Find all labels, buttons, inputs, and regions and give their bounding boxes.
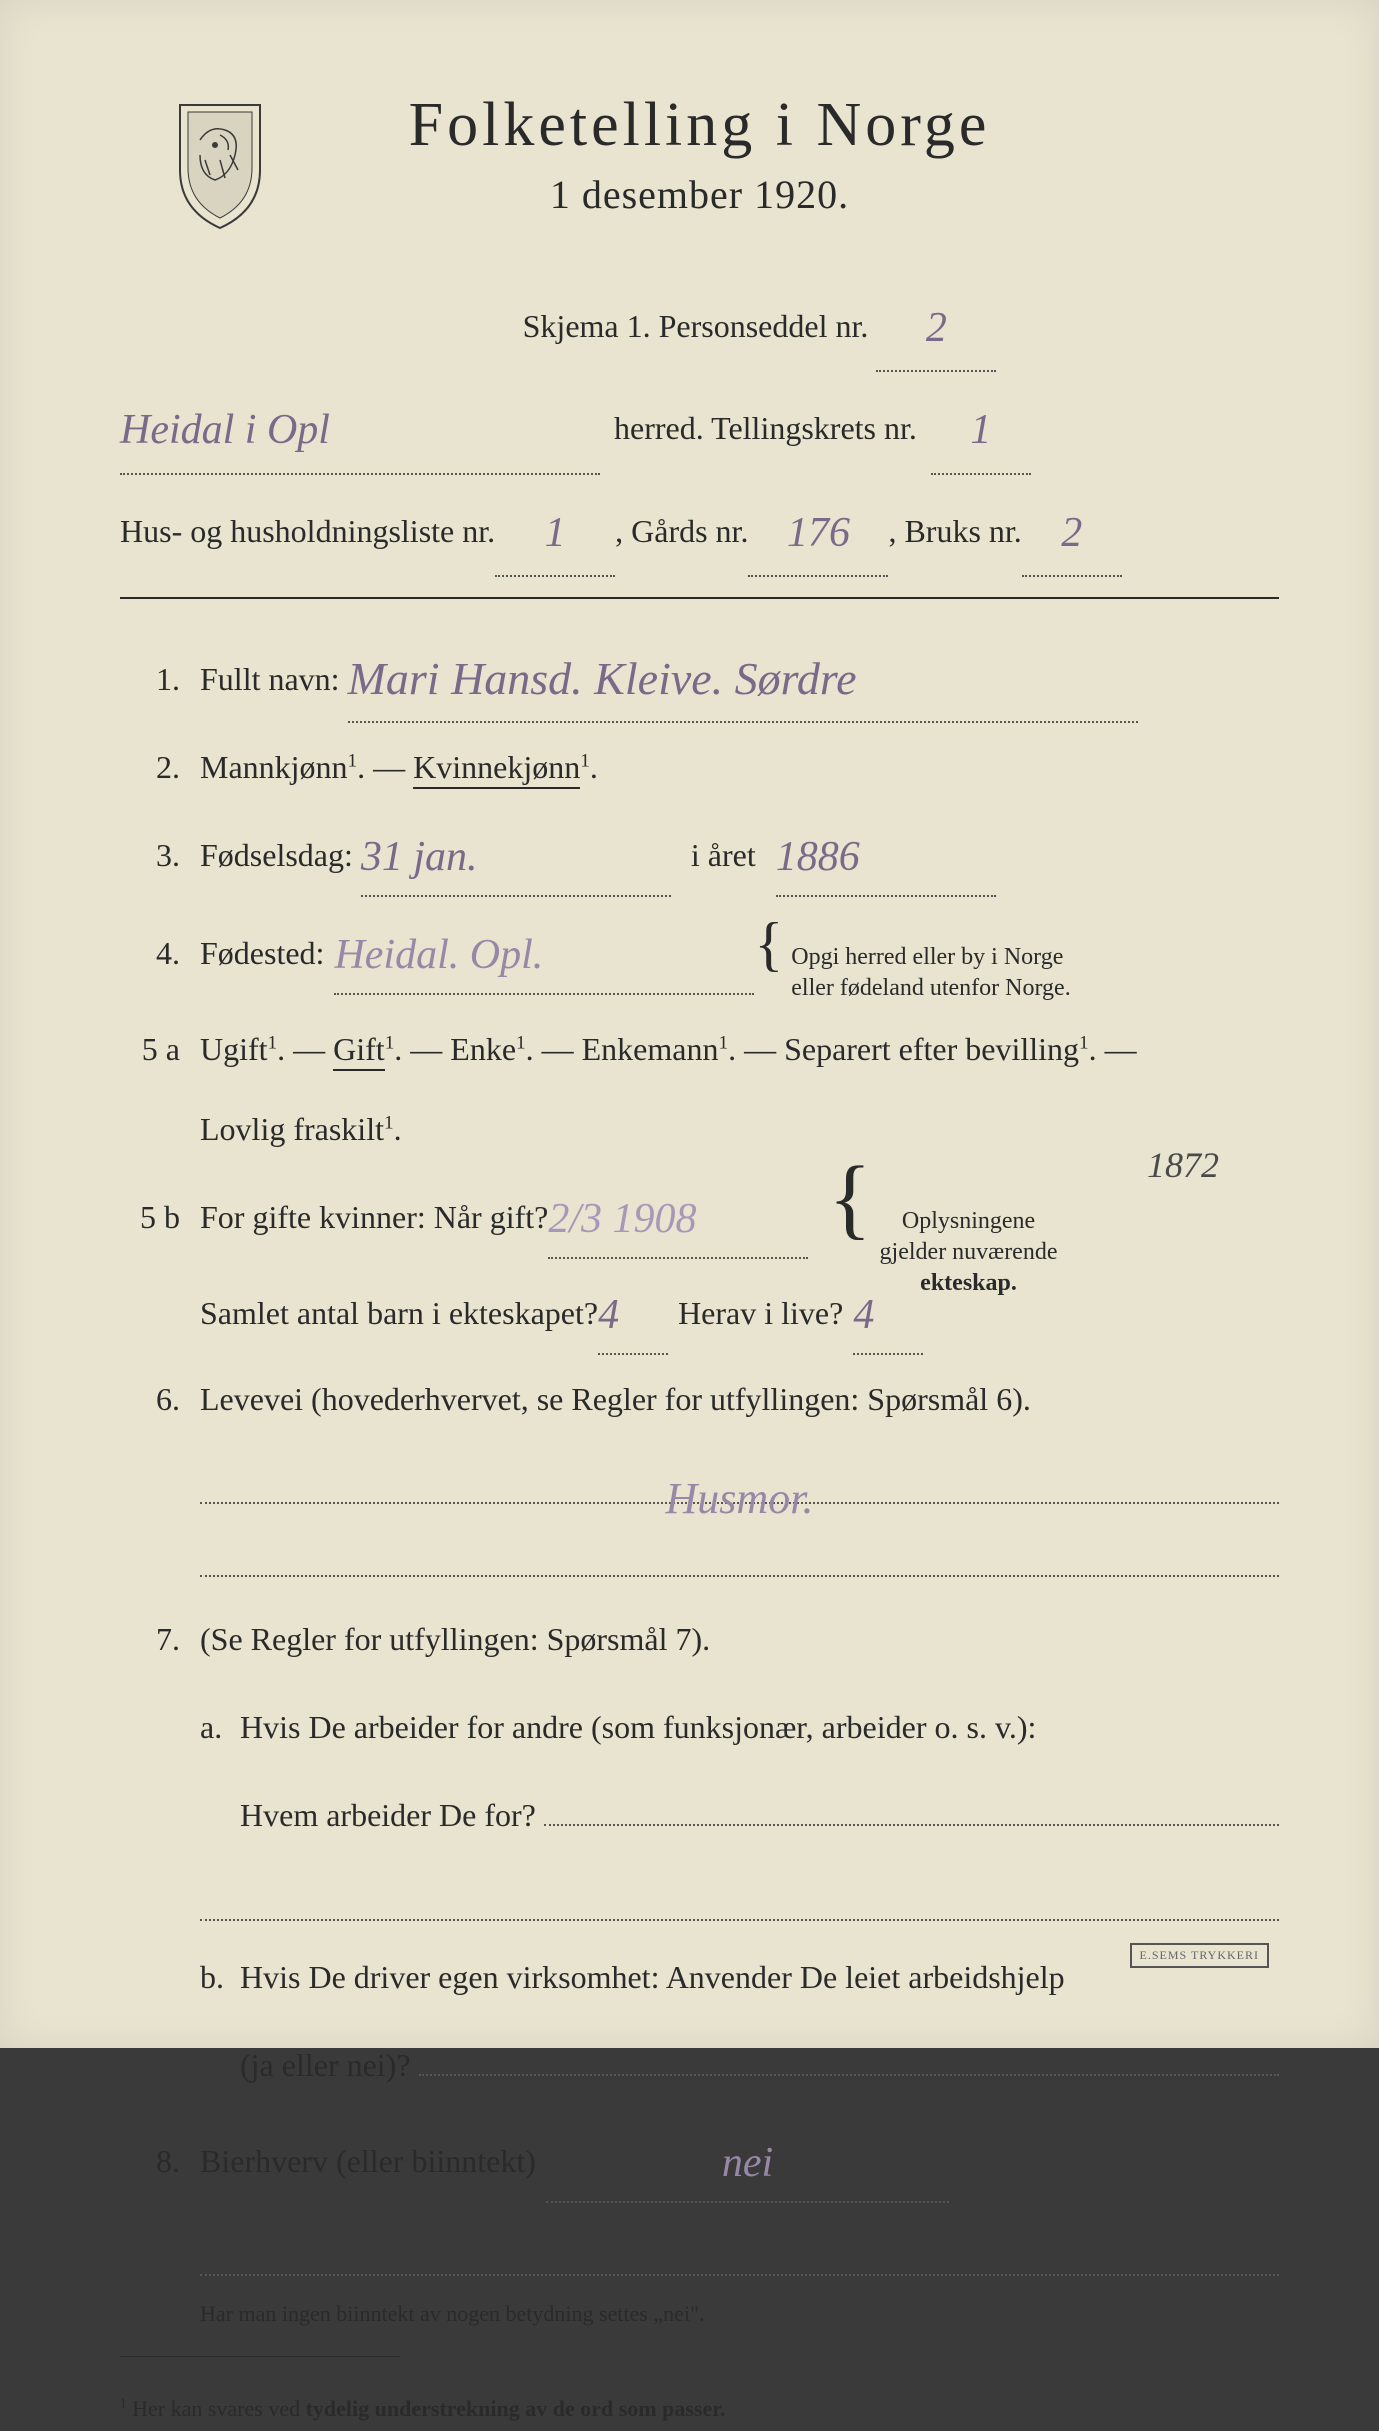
brace-icon: {	[828, 1176, 871, 1221]
q8-value: nei	[722, 2140, 773, 2186]
q7a-label2: Hvem arbeider De for?	[240, 1783, 536, 1847]
q5a-separert: Separert efter bevilling	[784, 1031, 1079, 1067]
census-form-page: Folketelling i Norge 1 desember 1920. Sk…	[0, 0, 1379, 2048]
q5b-label2: Samlet antal barn i ekteskapet?	[200, 1281, 598, 1345]
brace-icon: {	[754, 929, 783, 959]
footer-note: Har man ingen biinntekt av nogen betydni…	[200, 2292, 1279, 2336]
coat-of-arms-icon	[170, 100, 270, 230]
tellingskrets-nr: 1	[970, 407, 991, 453]
q7b-num: b.	[200, 1945, 240, 2009]
q8: 8. Bierhverv (eller biinntekt) nei	[120, 2117, 1279, 2203]
divider	[120, 597, 1279, 599]
q5a-ugift: Ugift	[200, 1031, 268, 1067]
main-title: Folketelling i Norge	[409, 90, 991, 161]
q3-year-label: i året	[691, 837, 756, 873]
q3-day: 31 jan.	[361, 834, 478, 880]
form-meta: Skjema 1. Personseddel nr. 2 Heidal i Op…	[120, 278, 1279, 577]
q5a-enke: Enke	[450, 1031, 516, 1067]
q4: 4. Fødested: Heidal. Opl. { Opgi herred …	[120, 909, 1279, 1004]
q6: 6. Levevei (hovederhvervet, se Regler fo…	[120, 1367, 1279, 1577]
printer-stamp: E.SEMS TRYKKERI	[1130, 1943, 1269, 1968]
q7-num: 7.	[120, 1607, 180, 1671]
q5b-note: Oplysningene gjelder nuværende ekteskap.	[880, 1206, 1058, 1300]
q5b-label1: For gifte kvinner: Når gift?	[200, 1185, 548, 1249]
q5b-live: 4	[853, 1292, 874, 1338]
q5a-num: 5 a	[120, 1017, 180, 1081]
q6-label: Levevei (hovederhvervet, se Regler for u…	[200, 1381, 1031, 1417]
q5a-fraskilt: Lovlig fraskilt	[200, 1111, 384, 1147]
bruks-label: , Bruks nr.	[888, 496, 1021, 566]
header: Folketelling i Norge 1 desember 1920.	[120, 90, 1279, 218]
footnote: 1 Her kan svares ved tydelig understrekn…	[120, 2387, 1279, 2431]
q2-kvinne: Kvinnekjønn	[413, 749, 580, 789]
q8-label: Bierhverv (eller biinntekt)	[200, 2129, 536, 2193]
q4-num: 4.	[120, 921, 180, 985]
q5a: 5 a Ugift1. — Gift1. — Enke1. — Enkemann…	[120, 1017, 1279, 1161]
q7: 7. (Se Regler for utfyllingen: Spørsmål …	[120, 1607, 1279, 2096]
q1-num: 1.	[120, 647, 180, 711]
q5b: 5 b 1872 For gifte kvinner: Når gift? 2/…	[120, 1173, 1279, 1356]
herred-label: herred. Tellingskrets nr.	[614, 393, 917, 463]
footnote-rule	[120, 2356, 400, 2357]
q4-note: Opgi herred eller by i Norge eller fødel…	[791, 942, 1070, 1004]
q1: 1. Fullt navn: Mari Hansd. Kleive. Sørdr…	[120, 629, 1279, 723]
q7b-label2: (ja eller nei)?	[240, 2033, 411, 2097]
q6-value: Husmor.	[666, 1474, 814, 1523]
q3-year: 1886	[776, 834, 860, 880]
q5b-barn: 4	[598, 1292, 619, 1338]
q5b-gift-value: 2/3 1908	[548, 1196, 696, 1242]
q5a-gift: Gift	[333, 1031, 385, 1071]
personseddel-nr: 2	[926, 305, 947, 351]
gards-label: , Gårds nr.	[615, 496, 748, 566]
hushold-nr: 1	[545, 510, 566, 556]
q5a-enkemann: Enkemann	[582, 1031, 719, 1067]
gards-nr: 176	[787, 510, 850, 556]
questions: 1. Fullt navn: Mari Hansd. Kleive. Sørdr…	[120, 629, 1279, 2431]
q5b-num: 5 b	[120, 1185, 180, 1249]
q6-num: 6.	[120, 1367, 180, 1431]
q2-mann: Mannkjønn	[200, 749, 348, 785]
q2: 2. Mannkjønn1. — Kvinnekjønn1.	[120, 735, 1279, 799]
q1-label: Fullt navn:	[200, 661, 340, 697]
q7a-label1: Hvis De arbeider for andre (som funksjon…	[240, 1695, 1036, 1759]
q2-num: 2.	[120, 735, 180, 799]
subtitle: 1 desember 1920.	[409, 171, 991, 218]
q7-label: (Se Regler for utfyllingen: Spørsmål 7).	[200, 1621, 710, 1657]
q7b-label1: Hvis De driver egen virksomhet: Anvender…	[240, 1945, 1065, 2009]
q3-num: 3.	[120, 823, 180, 887]
q4-label: Fødested:	[200, 921, 324, 985]
annotation-1872: 1872	[1147, 1129, 1219, 1201]
q4-value: Heidal. Opl.	[334, 932, 543, 978]
q3: 3. Fødselsdag: 31 jan. i året 1886	[120, 811, 1279, 897]
bruks-nr: 2	[1061, 510, 1082, 556]
skjema-label: Skjema 1. Personseddel nr.	[523, 308, 869, 344]
q3-label: Fødselsdag:	[200, 837, 353, 873]
q8-num: 8.	[120, 2129, 180, 2193]
hushold-label: Hus- og husholdningsliste nr.	[120, 496, 495, 566]
herred-value: Heidal i Opl	[120, 407, 330, 453]
q5b-label3: Herav i live?	[678, 1281, 843, 1345]
q7a-num: a.	[200, 1695, 240, 1759]
q1-value: Mari Hansd. Kleive. Sørdre	[348, 653, 857, 704]
